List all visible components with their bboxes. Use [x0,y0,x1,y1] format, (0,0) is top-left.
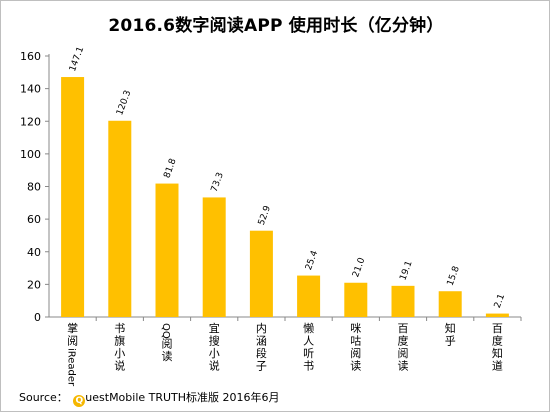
bar [438,291,462,317]
x-tick-label-part: 涵 [256,334,267,348]
x-tick-label-part: 阅 [162,337,173,350]
data-label: 25.4 [304,249,320,272]
bar [344,282,368,317]
x-tick-label-part: 人 [303,335,314,348]
bar [155,183,179,317]
data-label: 120.3 [115,89,133,117]
x-tick-label-part: 宜 [209,321,220,335]
y-tick-label: 160 [20,50,41,63]
x-tick-label-part: 旗 [114,334,125,348]
x-tick-label-part: 掌 [67,321,78,335]
bar [391,285,415,317]
x-tick-label-part: 度 [492,334,503,348]
x-tick-label-part: 百 [398,322,409,335]
bar [61,77,85,317]
x-tick-label-part: 百 [492,322,503,335]
data-label: 21.0 [351,256,367,279]
data-label: 73.3 [210,171,226,193]
x-tick-label: 知乎 [445,321,456,348]
x-tick-label-part: 阅 [350,347,361,360]
source-text: uestMobile TRUTH标准版 2016年6月 [85,391,280,404]
x-tick-label-part: 读 [398,359,409,373]
x-tick-label-part: 知 [445,321,456,335]
x-tick-label-part: iReader [66,348,77,387]
x-tick-label-part: 咕 [350,335,361,348]
x-tick-label-part: 小 [114,347,125,360]
x-tick-label-part: 阅 [67,335,78,348]
x-tick-label-part: 读 [350,359,361,373]
x-tick-label-part: 知 [492,346,503,360]
x-tick-label-part: 道 [492,359,503,373]
x-tick-label-part: 度 [398,334,409,348]
y-tick-label: 0 [34,311,41,324]
data-label: 19.1 [398,260,414,282]
data-label: 2.1 [493,293,507,310]
x-tick-label-part: 咪 [350,322,361,335]
bar [297,275,321,317]
x-tick-label-part: 书 [303,360,314,373]
x-tick-label-part: 说 [114,359,125,373]
source-prefix: Source： [19,391,68,404]
y-tick-label: 120 [20,115,41,128]
y-tick-label: 140 [20,83,41,96]
x-tick-label-part: 乎 [445,335,456,348]
data-label: 81.8 [162,157,178,180]
x-tick-label-part: 段 [256,346,267,360]
y-tick-label: 100 [20,148,41,161]
x-tick-label-part: 内 [256,321,267,335]
x-tick-label-part: 懒 [303,321,314,335]
data-label: 15.8 [446,265,462,288]
y-tick-label: 80 [27,181,41,194]
x-tick-label-part: 读 [162,349,173,363]
data-label: 147.1 [68,45,86,73]
x-tick-label-part: 听 [303,347,314,360]
x-tick-label-part: QQ [160,323,171,339]
x-tick-label-part: 阅 [398,347,409,360]
bar [202,197,226,317]
y-tick-label: 20 [27,278,41,291]
chart-title: 2016.6数字阅读APP 使用时长（亿分钟） [108,16,444,36]
y-tick-label: 40 [27,246,41,259]
x-tick-label-part: 书 [114,322,125,335]
questmobile-logo-icon: Q [73,395,86,407]
x-tick-label-part: 子 [256,360,267,373]
bar [108,120,132,318]
data-label: 52.9 [257,204,273,227]
bar [485,313,509,317]
bar [249,230,273,317]
x-tick-label-part: 小 [209,347,220,360]
x-tick-label-part: 搜 [209,334,220,348]
y-tick-label: 60 [27,213,41,226]
x-tick-label-part: 说 [209,359,220,373]
